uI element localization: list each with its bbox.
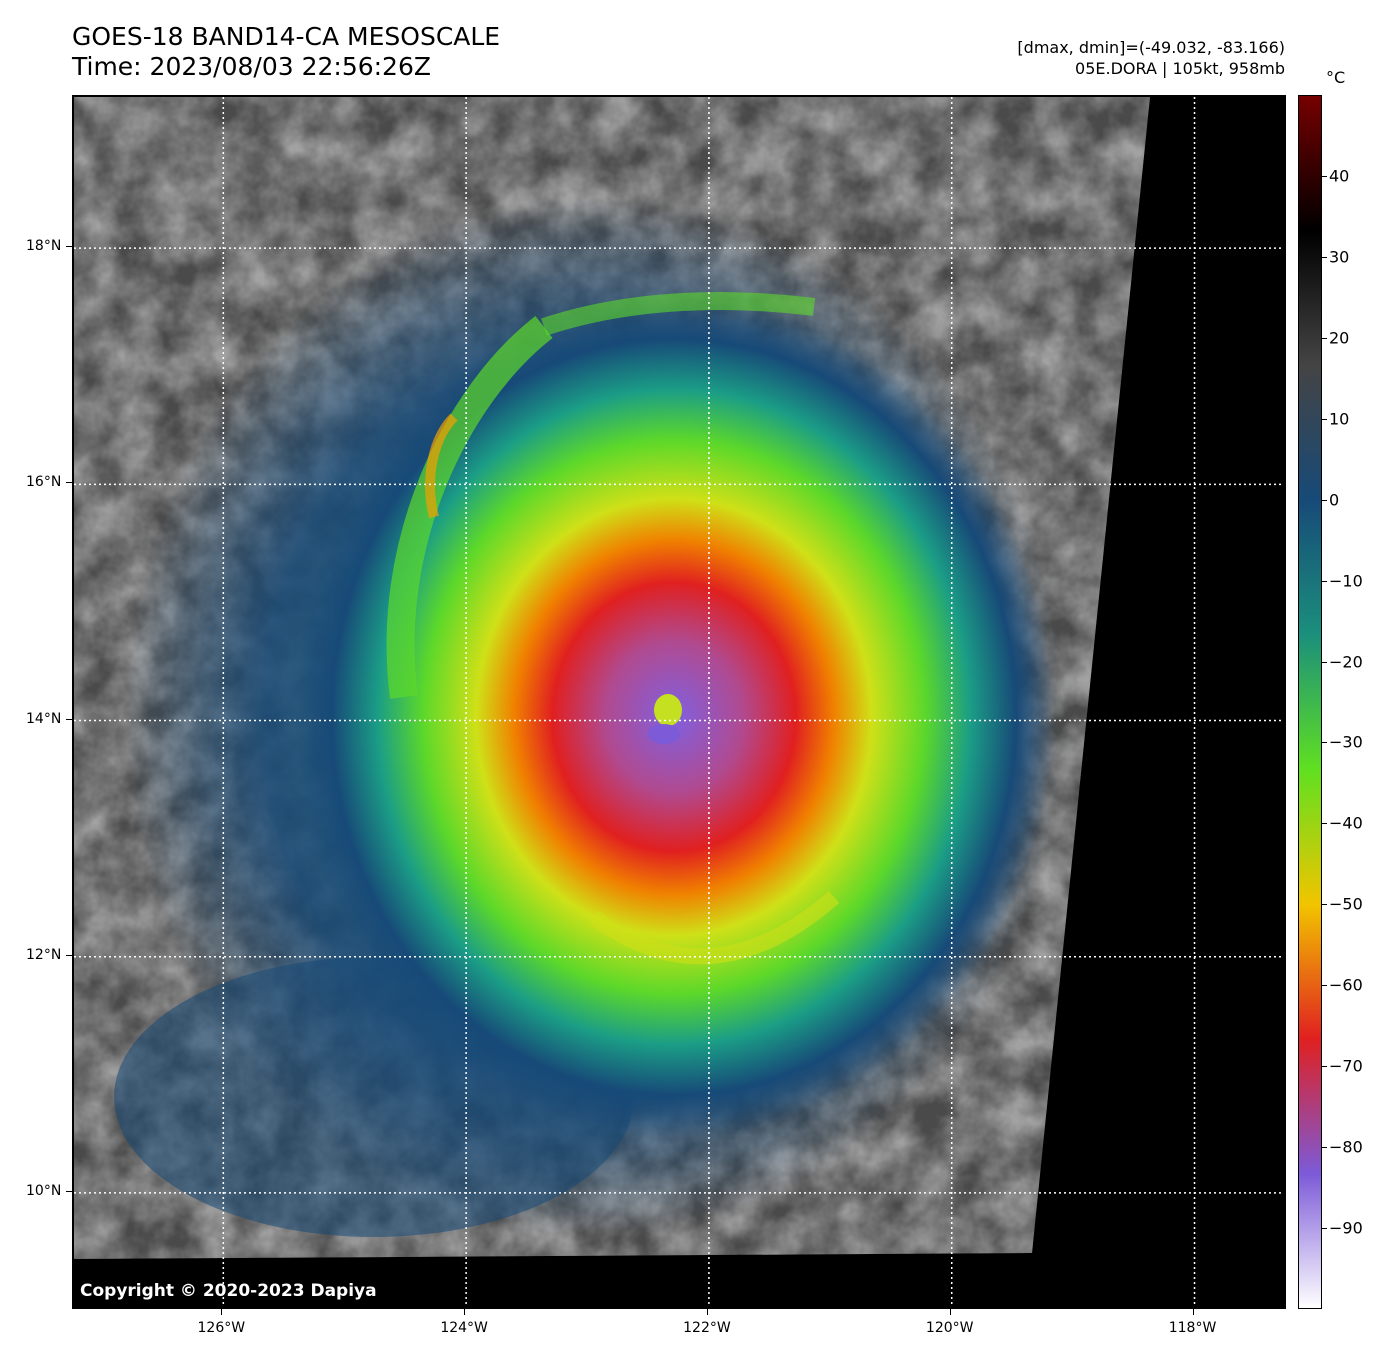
storm-info: 05E.DORA | 105kt, 958mb	[1075, 59, 1285, 78]
lat-tick	[66, 718, 72, 720]
lon-tick	[706, 1309, 708, 1315]
colorbar-tick-label: −30	[1329, 732, 1363, 752]
lat-label: 10°N	[26, 1182, 62, 1199]
grid-lines	[74, 97, 1284, 1307]
lon-tick	[949, 1309, 951, 1315]
lat-label: 18°N	[26, 238, 62, 255]
chart-time: Time: 2023/08/03 22:56:26Z	[72, 52, 431, 81]
range-text: [dmax, dmin]=(-49.032, -83.166)	[1017, 38, 1285, 57]
colorbar-tick-label: −40	[1329, 813, 1363, 833]
satellite-map: Copyright © 2020-2023 Dapiya	[72, 95, 1286, 1309]
colorbar-tick	[1322, 823, 1327, 825]
colorbar-tick-label: −80	[1329, 1137, 1363, 1157]
colorbar-tick-label: 40	[1329, 166, 1350, 186]
lat-label: 14°N	[26, 710, 62, 727]
lon-tick	[221, 1309, 223, 1315]
lon-label: 120°W	[925, 1320, 974, 1336]
colorbar-tick-label: −60	[1329, 975, 1363, 995]
colorbar-tick	[1322, 985, 1327, 987]
colorbar-tick	[1322, 742, 1327, 744]
colorbar-tick	[1322, 1228, 1327, 1230]
satellite-image	[74, 97, 1284, 1307]
colorbar-tick	[1322, 499, 1327, 501]
copyright-text: Copyright © 2020-2023 Dapiya	[80, 1281, 377, 1301]
lon-tick	[1192, 1309, 1194, 1315]
colorbar-tick-label: 0	[1329, 490, 1340, 510]
colorbar-tick	[1322, 904, 1327, 906]
colorbar-tick	[1322, 418, 1327, 420]
colorbar-tick-label: −10	[1329, 571, 1363, 591]
colorbar-tick	[1322, 1066, 1327, 1068]
lon-label: 124°W	[440, 1320, 488, 1336]
lat-label: 16°N	[26, 474, 62, 491]
lat-tick	[66, 954, 72, 956]
colorbar-tick-label: −90	[1329, 1218, 1363, 1238]
colorbar-tick-label: 30	[1329, 247, 1350, 267]
lat-tick	[66, 1190, 72, 1192]
colorbar-tick	[1322, 337, 1327, 339]
colorbar-tick	[1322, 256, 1327, 258]
colorbar-tick-label: −20	[1329, 652, 1363, 672]
colorbar-tick-label: 10	[1329, 409, 1350, 429]
colorbar	[1298, 95, 1322, 1309]
lat-tick	[66, 482, 72, 484]
lon-label: 118°W	[1168, 1320, 1217, 1336]
lat-tick	[66, 246, 72, 248]
lon-label: 126°W	[197, 1320, 246, 1336]
colorbar-tick	[1322, 1147, 1327, 1149]
colorbar-tick-label: 20	[1329, 328, 1350, 348]
colorbar-tick-label: −70	[1329, 1056, 1363, 1076]
lat-label: 12°N	[26, 946, 62, 963]
colorbar-tick	[1322, 580, 1327, 582]
colorbar-tick-label: −50	[1329, 894, 1363, 914]
lon-tick	[464, 1309, 466, 1315]
chart-title: GOES-18 BAND14-CA MESOSCALE	[72, 22, 501, 51]
colorbar-unit: °C	[1326, 68, 1346, 87]
colorbar-tick	[1322, 661, 1327, 663]
lon-label: 122°W	[683, 1320, 731, 1336]
colorbar-tick	[1322, 175, 1327, 177]
